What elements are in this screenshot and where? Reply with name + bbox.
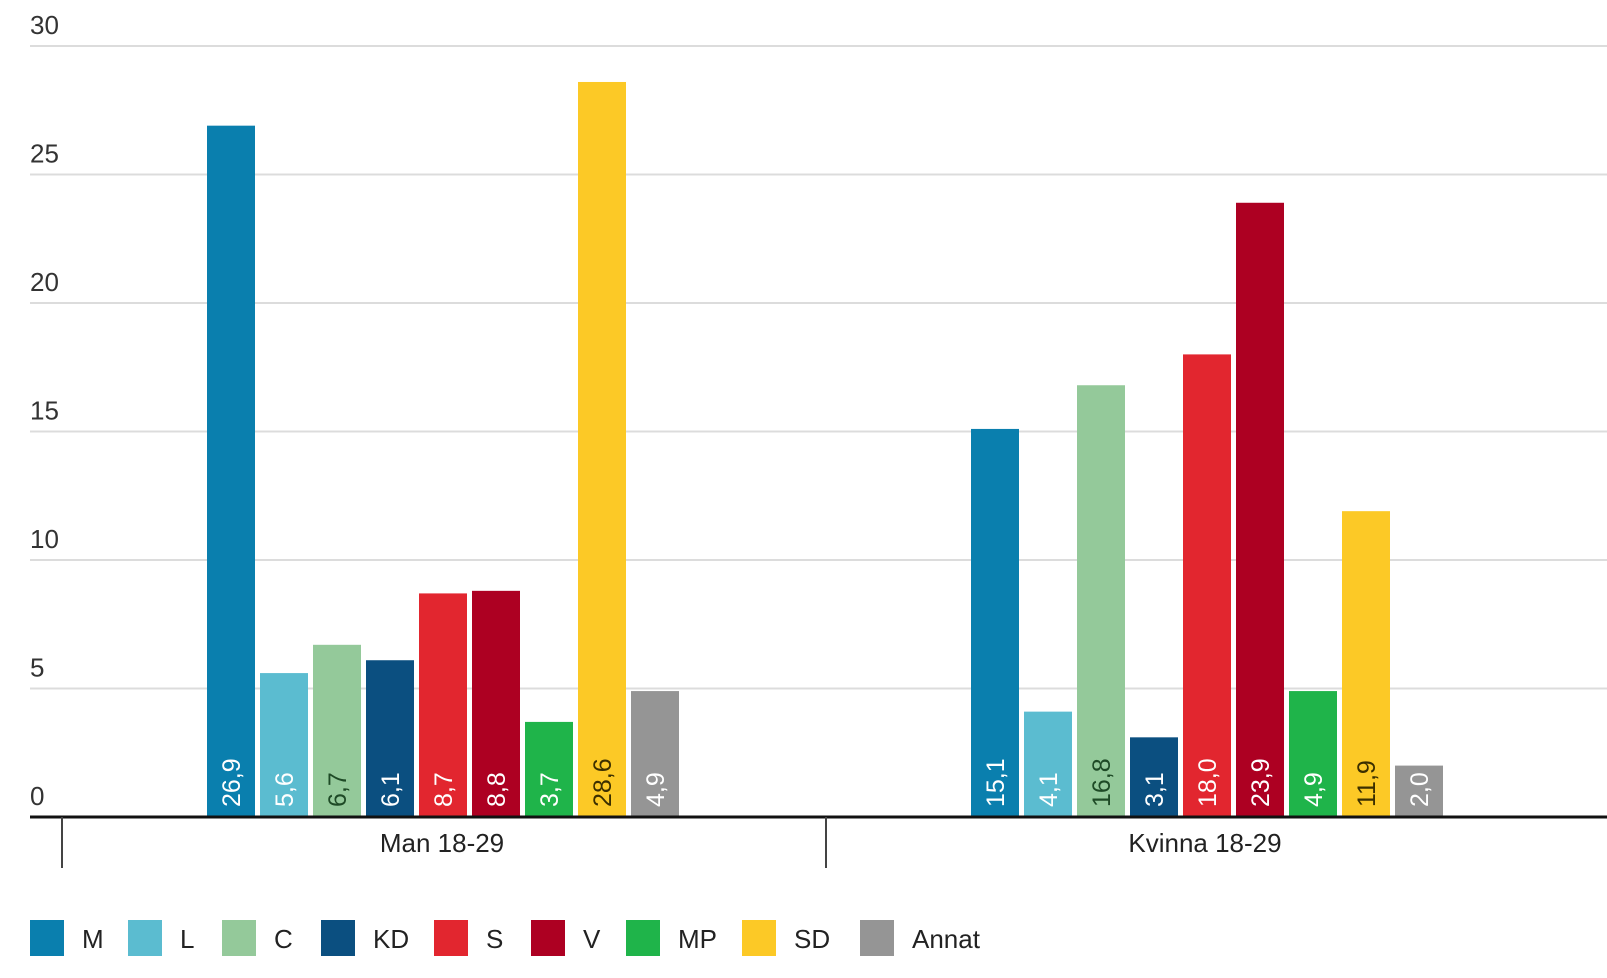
bar-value-label: 4,1 [1035, 772, 1063, 807]
bar-s-man [419, 593, 467, 817]
legend-swatch-c [222, 920, 256, 956]
legend-label-annat: Annat [912, 924, 981, 954]
legend-swatch-l [128, 920, 162, 956]
legend-swatch-annat [860, 920, 894, 956]
y-tick-label: 0 [30, 781, 44, 811]
bar-value-label: 4,9 [642, 772, 670, 807]
bar-m-man [207, 125, 255, 818]
y-tick-label: 15 [30, 396, 59, 426]
bar-c-man [313, 644, 361, 817]
y-tick-label: 10 [30, 524, 59, 554]
bar-value-label: 3,7 [536, 772, 564, 807]
bar-value-label: 3,1 [1141, 772, 1169, 807]
x-axis: Man 18-29 Kvinna 18-29 [30, 815, 1607, 868]
bar-value-label: 15,1 [982, 758, 1010, 807]
legend-label-c: C [274, 924, 293, 954]
bar-value-label: 28,6 [589, 758, 617, 807]
legend-swatch-v [531, 920, 565, 956]
bar-sd-man [578, 81, 626, 818]
bar-value-label: 16,8 [1088, 758, 1116, 807]
bar-value-label: 23,9 [1247, 758, 1275, 807]
legend: M L C KD S V MP SD Annat [30, 920, 981, 956]
y-tick-label: 25 [30, 139, 59, 169]
bar-kd-man [366, 660, 414, 817]
bar-v-kvinna [1236, 202, 1284, 817]
bar-value-label: 8,7 [430, 772, 458, 807]
y-tick-label: 5 [30, 653, 44, 683]
bar-s-kvinna [1183, 354, 1231, 817]
legend-label-m: M [82, 924, 104, 954]
bar-value-label: 8,8 [483, 772, 511, 807]
y-axis-ticks: 0 5 10 15 20 25 30 [30, 10, 59, 811]
bar-v-man [472, 590, 520, 817]
bar-kd-kvinna [1130, 737, 1178, 817]
legend-swatch-sd [742, 920, 776, 956]
x-category-label: Kvinna 18-29 [1128, 828, 1281, 858]
bar-mp-man [525, 721, 573, 817]
y-tick-label: 20 [30, 267, 59, 297]
legend-label-mp: MP [678, 924, 717, 954]
y-tick-label: 30 [30, 10, 59, 40]
legend-swatch-m [30, 920, 64, 956]
legend-label-l: L [180, 924, 194, 954]
legend-label-kd: KD [373, 924, 409, 954]
bar-value-label: 11,9 [1353, 760, 1381, 807]
bar-annat-kvinna [1395, 765, 1443, 817]
bar-l-kvinna [1024, 711, 1072, 817]
bar-mp-kvinna [1289, 691, 1337, 817]
bar-value-label: 18,0 [1194, 758, 1222, 807]
bar-c-kvinna [1077, 385, 1125, 817]
bar-value-label: 4,9 [1300, 772, 1328, 807]
bar-l-man [260, 673, 308, 817]
legend-swatch-kd [321, 920, 355, 956]
bar-value-label: 2,0 [1406, 772, 1434, 807]
legend-label-v: V [583, 924, 601, 954]
bar-annat-man [631, 691, 679, 817]
bar-value-label: 6,1 [377, 772, 405, 807]
legend-label-s: S [486, 924, 503, 954]
bar-value-label: 5,6 [271, 772, 299, 807]
x-category-label: Man 18-29 [380, 828, 504, 858]
bar-value-label: 26,9 [218, 758, 246, 807]
legend-label-sd: SD [794, 924, 830, 954]
bars: 26,9 5,6 6,7 6,1 8,7 8,8 3,7 28,6 4,9 15,1 4,1 16,8… [207, 81, 1443, 818]
bar-sd-kvinna [1342, 511, 1390, 817]
bar-m-kvinna [971, 428, 1019, 817]
legend-swatch-mp [626, 920, 660, 956]
bar-value-label: 6,7 [324, 772, 352, 807]
legend-swatch-s [434, 920, 468, 956]
